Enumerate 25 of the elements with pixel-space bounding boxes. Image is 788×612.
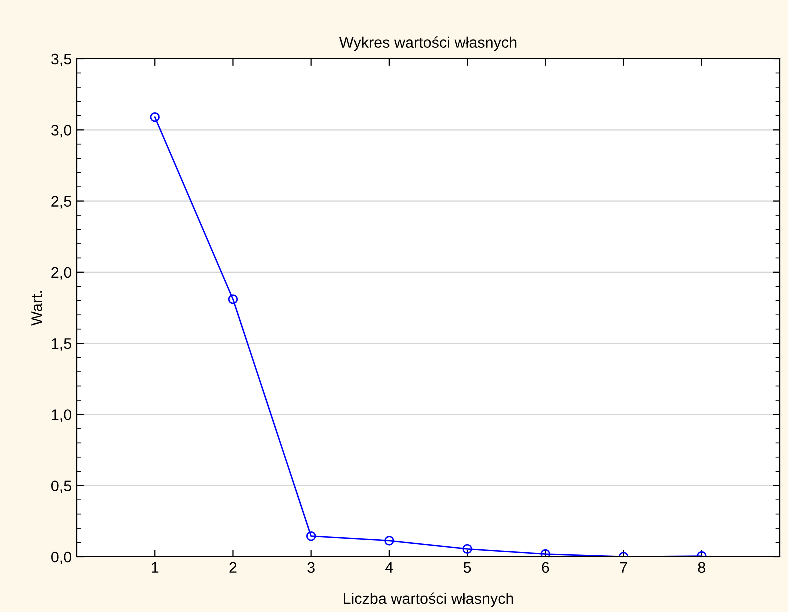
x-tick-label: 7 — [620, 562, 628, 573]
x-tick-label: 3 — [308, 562, 315, 574]
x-tick-label: 4 — [386, 562, 394, 573]
x-axis-title: Liczba wartości własnych — [344, 592, 514, 608]
x-tick-label: 6 — [542, 562, 550, 574]
x-tick-label: 5 — [464, 562, 472, 574]
point — [462, 544, 472, 554]
y-tick-label: 3,5 — [51, 54, 72, 66]
x-tick-label: 2 — [230, 562, 237, 573]
y-tick-label: 2,0 — [52, 267, 72, 280]
y-tick-label: 1,5 — [52, 338, 72, 352]
chart-title: Wykres wartości własnych — [340, 36, 517, 52]
point — [150, 112, 160, 122]
y-tick-label: 3,0 — [51, 125, 72, 138]
y-tick-label: 2,5 — [52, 196, 72, 209]
y-tick-label: 0,5 — [52, 480, 72, 494]
point — [384, 536, 394, 546]
point — [306, 532, 316, 542]
point — [228, 294, 238, 304]
x-tick-label: 1 — [152, 562, 159, 573]
x-tick-label: 8 — [698, 562, 706, 574]
y-axis-title: Wart. — [32, 291, 42, 326]
y-tick-label: 0,0 — [52, 552, 72, 564]
point — [540, 549, 551, 557]
y-tick-label: 1,0 — [52, 410, 72, 422]
